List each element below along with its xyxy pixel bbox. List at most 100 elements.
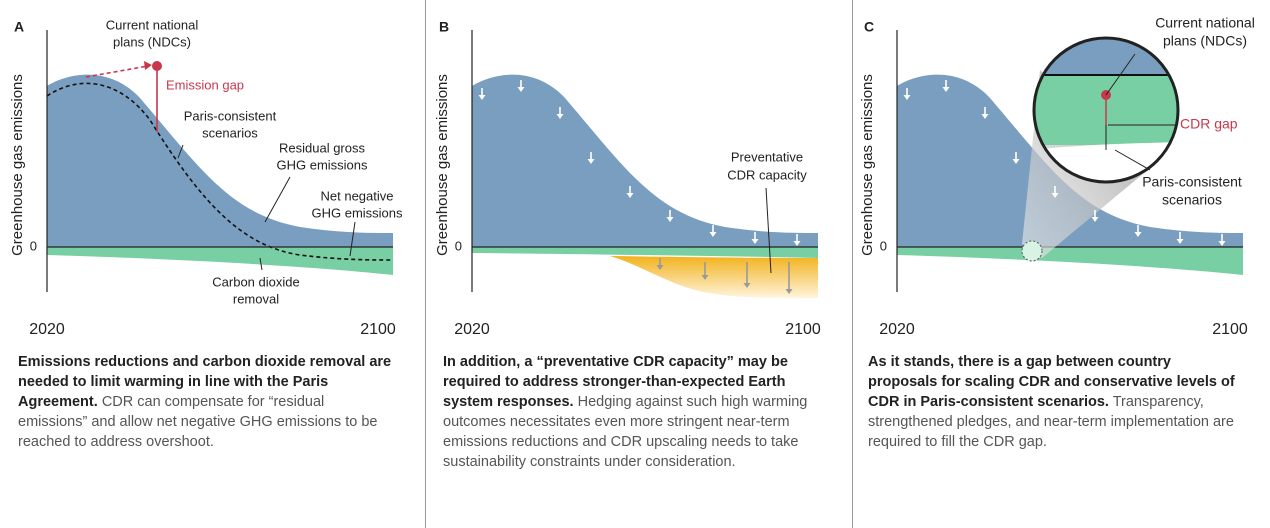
leader: [259, 257, 263, 271]
caption-text: Hedging against such high warming outcom…: [443, 394, 808, 470]
x-start: 2020: [454, 321, 490, 338]
reduction-arrow: [1176, 232, 1184, 244]
annotation: GHG emissions: [276, 157, 368, 172]
reduction-arrow: [1091, 210, 1099, 222]
magnifier-ring: [1032, 36, 1180, 184]
reduction-arrow: [478, 88, 486, 100]
y-label: Greenhouse gas emissions: [859, 74, 876, 256]
zero-label: 0: [455, 238, 462, 253]
x-end: 2100: [360, 321, 396, 338]
cdr-area: [897, 247, 1243, 275]
annotation: Net negative: [321, 188, 394, 203]
divider: [852, 0, 853, 528]
arrow-head: [1218, 241, 1226, 246]
cdr-area: [47, 247, 393, 275]
lens-cdr: [1034, 75, 1178, 145]
x-end: 2100: [1212, 321, 1248, 338]
arrow-head: [903, 95, 911, 100]
arrow-head: [656, 265, 664, 270]
caption: In addition, a “preventative CDR capacit…: [443, 352, 818, 472]
x-start: 2020: [29, 321, 65, 338]
annotation: removal: [233, 291, 279, 306]
annotation: GHG emissions: [311, 205, 403, 220]
annotation: scenarios: [1162, 192, 1222, 208]
arrow-head: [743, 283, 751, 288]
arrow-head: [666, 217, 674, 222]
y-label: Greenhouse gas emissions: [9, 74, 26, 256]
emissions-area: [47, 74, 393, 247]
caption: As it stands, there is a gap between cou…: [868, 352, 1243, 452]
divider: [425, 0, 426, 528]
arrow-head: [751, 239, 759, 244]
reduction-arrow: [903, 88, 911, 100]
annotation: Current national: [1155, 15, 1255, 31]
leader: [1105, 53, 1136, 96]
reduction-arrow: [709, 225, 717, 237]
arrow-head: [709, 232, 717, 237]
panel-letter: C: [864, 19, 874, 35]
panel-letter: A: [14, 19, 24, 35]
annotation: CDR gap: [1180, 116, 1238, 132]
arrow-head: [1012, 159, 1020, 164]
arrow-head: [1091, 217, 1099, 222]
arrow-head: [942, 87, 950, 92]
annotation: Emission gap: [166, 77, 244, 92]
panel-b: B Greenhouse gas emissions 0 2020 2100 P…: [434, 19, 821, 339]
caption-text: Transparency, strengthened pledges, and …: [868, 394, 1234, 450]
reduction-arrow: [751, 232, 759, 244]
leader: [177, 144, 184, 159]
arrow-head: [1134, 232, 1142, 237]
ndc-dot: [152, 61, 162, 71]
x-end: 2100: [785, 321, 821, 338]
reduction-arrow: [743, 262, 751, 288]
panel-letter: B: [439, 19, 449, 35]
annotation: Preventative: [731, 149, 803, 164]
leader: [1114, 149, 1151, 171]
gap-arrow: [85, 65, 149, 78]
reduction-arrow: [666, 210, 674, 222]
annotation: Residual gross: [279, 140, 365, 155]
reduction-arrow: [1051, 186, 1059, 198]
reduction-arrow: [556, 107, 564, 119]
reduction-arrow: [656, 258, 664, 270]
reduction-arrow: [626, 186, 634, 198]
net-emissions-line: [46, 82, 394, 261]
reduction-arrow: [1134, 225, 1142, 237]
annotation: Current national: [106, 17, 199, 32]
arrow-head: [785, 289, 793, 294]
magnifier-spot: [1021, 240, 1043, 262]
annotation: Paris-consistent: [184, 108, 277, 123]
arrow-head: [587, 159, 595, 164]
caption-bold: In addition, a “preventative CDR capacit…: [443, 354, 788, 410]
emissions-area: [897, 74, 1243, 247]
reduction-arrow: [793, 234, 801, 246]
leader: [765, 187, 772, 274]
caption-bold: Emissions reductions and carbon dioxide …: [18, 354, 392, 410]
arrow-head: [556, 114, 564, 119]
caption-text: CDR can compensate for “residual emissio…: [18, 394, 378, 450]
zero-label: 0: [880, 238, 887, 253]
leader: [264, 176, 291, 223]
annotation: CDR capacity: [727, 167, 807, 182]
arrow-head: [517, 87, 525, 92]
arrow-head: [1176, 239, 1184, 244]
annotation: Carbon dioxide: [212, 274, 299, 289]
reduction-arrow: [1218, 234, 1226, 246]
emissions-area: [472, 74, 818, 247]
arrow-head: [478, 95, 486, 100]
arrow-head: [1051, 193, 1059, 198]
reduction-arrow: [942, 80, 950, 92]
arrow-head: [144, 61, 152, 70]
annotation: plans (NDCs): [1163, 33, 1247, 49]
caption: Emissions reductions and carbon dioxide …: [18, 352, 393, 452]
annotation: scenarios: [202, 125, 258, 140]
reduction-arrow: [1012, 152, 1020, 164]
annotation: plans (NDCs): [113, 34, 191, 49]
arrow-head: [701, 275, 709, 280]
reduction-arrow: [517, 80, 525, 92]
preventative-cdr-area: [610, 256, 818, 298]
reduction-arrow: [981, 107, 989, 119]
caption-bold: As it stands, there is a gap between cou…: [868, 354, 1235, 410]
reduction-arrow: [701, 262, 709, 280]
